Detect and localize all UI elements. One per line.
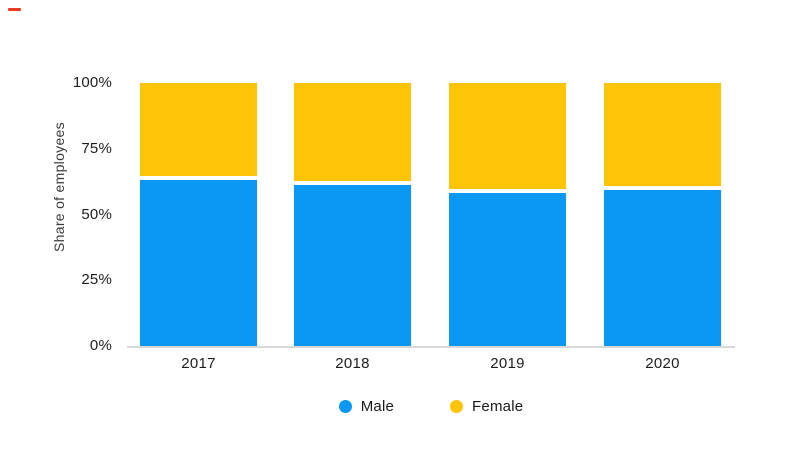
- bar-segment-male: [294, 184, 411, 346]
- legend-label: Female: [472, 397, 524, 415]
- y-tick-label: 75%: [81, 139, 112, 157]
- bar-2020: [604, 83, 721, 346]
- x-tick-label: 2019: [490, 355, 525, 372]
- bar-segment-male: [140, 179, 257, 346]
- x-tick-label: 2017: [181, 355, 216, 372]
- y-axis-title: Share of employees: [51, 122, 67, 252]
- legend: Male Female: [127, 397, 735, 415]
- red-dash-mark: [8, 8, 21, 11]
- y-tick-label: 50%: [81, 205, 112, 223]
- legend-swatch-icon: [450, 399, 464, 413]
- bar-segment-male: [449, 192, 566, 346]
- y-tick-label: 0%: [89, 337, 112, 354]
- legend-label: Male: [360, 397, 395, 415]
- bar-segment-female: [449, 83, 566, 189]
- y-tick-label: 25%: [81, 271, 112, 289]
- bar-segment-female: [604, 83, 721, 187]
- legend-item-male[interactable]: Male: [338, 397, 395, 415]
- x-axis-line: [127, 346, 735, 348]
- y-tick-label: 100%: [72, 74, 112, 91]
- legend-swatch-icon: [338, 399, 352, 413]
- bar-segment-female: [140, 83, 257, 176]
- plot-area: [127, 83, 735, 348]
- bar-2017: [140, 83, 257, 346]
- bar-segment-female: [294, 83, 411, 181]
- legend-item-female[interactable]: Female: [450, 398, 523, 415]
- x-tick-label: 2020: [645, 355, 680, 372]
- bar-segment-male: [604, 190, 721, 346]
- bar-2018: [294, 83, 411, 346]
- bar-2019: [449, 83, 566, 346]
- x-tick-label: 2018: [335, 355, 370, 372]
